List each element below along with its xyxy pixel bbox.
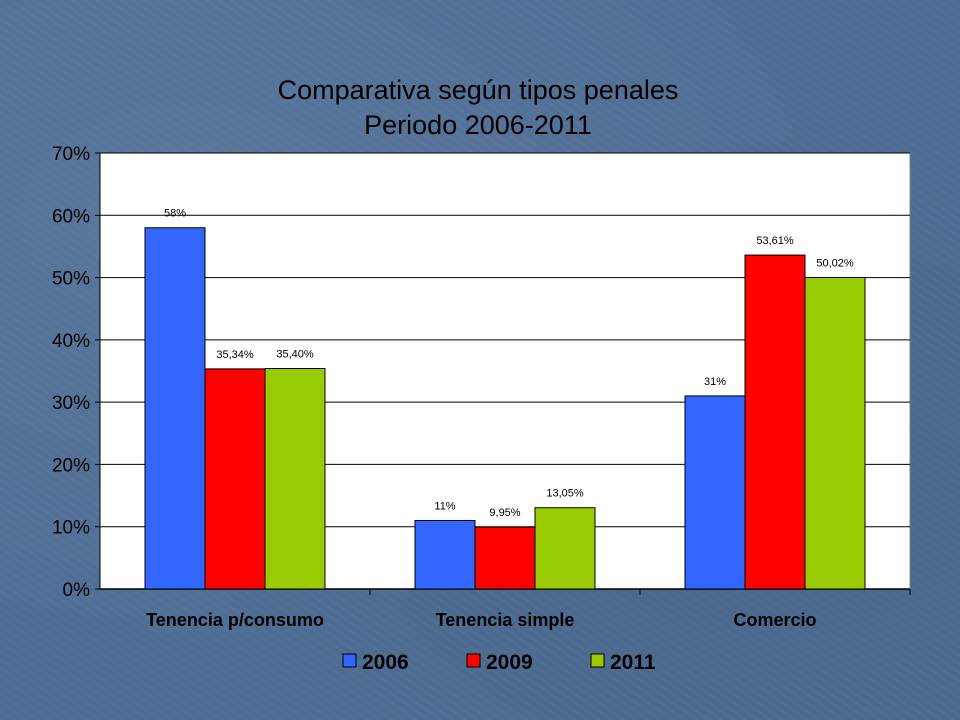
chart-title: Comparativa según tipos penales (278, 75, 679, 105)
y-tick-label: 30% (52, 393, 90, 414)
bar (744, 254, 806, 590)
y-tick-label: 70% (52, 144, 90, 165)
y-tick-label: 40% (52, 331, 90, 352)
x-tick-label: Tenencia simple (436, 610, 575, 630)
bar (684, 395, 746, 590)
y-tick-label: 50% (52, 269, 90, 290)
x-tick-label: Comercio (733, 610, 816, 630)
legend-swatch (466, 653, 481, 668)
plot-area: 0% 10% 20% 30% 40% 50% 60% 70% 58% 35,34% 35,40% Te… (52, 144, 911, 630)
legend: 2006 2009 2011 (342, 651, 656, 674)
data-label: 53,61% (756, 235, 794, 247)
bar (474, 526, 536, 590)
bar (264, 368, 326, 590)
data-label: 13,05% (546, 488, 584, 500)
bar (414, 519, 476, 590)
data-label: 9,95% (489, 507, 520, 519)
legend-swatch (342, 653, 357, 668)
legend-label: 2006 (362, 651, 409, 674)
data-label: 35,40% (276, 349, 314, 361)
bar (804, 276, 866, 590)
x-tick-label: Tenencia p/consumo (146, 610, 324, 630)
y-tick-label: 60% (52, 206, 90, 227)
bar (534, 507, 596, 590)
chart-subtitle: Periodo 2006-2011 (364, 110, 592, 140)
data-label: 11% (434, 500, 455, 512)
data-label: 58% (164, 208, 186, 220)
bar (144, 227, 206, 590)
legend-label: 2009 (486, 651, 533, 674)
y-tick-label: 20% (52, 455, 90, 476)
data-label: 50,02% (816, 257, 854, 269)
bar (204, 368, 266, 590)
legend-swatch (590, 653, 605, 668)
y-tick-label: 10% (52, 518, 90, 539)
y-tick-label: 0% (63, 580, 91, 601)
data-label: 31% (704, 376, 726, 388)
data-label: 35,34% (216, 349, 254, 361)
legend-label: 2011 (610, 651, 656, 674)
